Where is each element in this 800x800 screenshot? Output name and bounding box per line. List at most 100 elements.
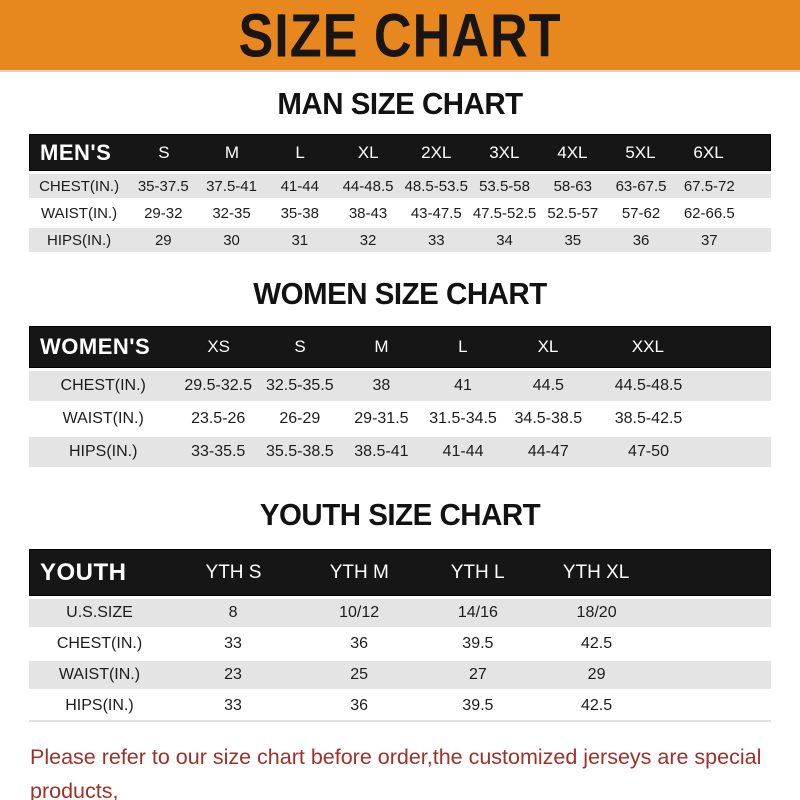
man-waist-value-cell: 43-47.5 bbox=[410, 204, 462, 222]
man-waist-value-cell: 32-35 bbox=[212, 204, 251, 222]
women-table-header-row: WOMEN'S XS S M L XL XXL bbox=[29, 326, 771, 368]
man-chest-value-cell: 44-48.5 bbox=[342, 177, 394, 195]
youth-chest-value-cell: 39.5 bbox=[462, 635, 494, 652]
man-hips-value-cell: 32 bbox=[359, 231, 377, 249]
women-chest-value-cell: 29.5-32.5 bbox=[184, 377, 252, 394]
women-hips-value-cell: 35.5-38.5 bbox=[266, 443, 334, 460]
man-waist-row: WAIST(IN.) 29-32 32-35 35-38 38-43 43-47.5 47… bbox=[29, 201, 771, 225]
women-chest-value-cell: 44.5-48.5 bbox=[614, 377, 683, 394]
youth-chest-value-cell: 33 bbox=[224, 635, 242, 652]
man-chest-value-cell: 35-37.5 bbox=[137, 177, 189, 195]
man-chest-value-cell: 67.5-72 bbox=[683, 177, 735, 195]
youth-waist-value-cell: 29 bbox=[587, 666, 606, 683]
man-waist-value-cell: 38-43 bbox=[348, 204, 388, 222]
man-table-header-row: MEN'S S M L XL 2XL 3XL 4XL 5XL 6XL bbox=[29, 134, 771, 171]
women-size-table: WOMEN'S XS S M L XL XXL CHEST(IN.) 29.5-32.5 3… bbox=[29, 326, 771, 467]
women-hips-row: HIPS(IN.) 33-35.5 35.5-38.5 38.5-41 41-44 44… bbox=[29, 437, 771, 467]
women-waist-value-cell: 34.5-38.5 bbox=[514, 410, 583, 427]
youth-hips-value-cell: 36 bbox=[350, 697, 369, 714]
man-waist-row-label: WAIST(IN.) bbox=[41, 204, 118, 222]
youth-section-title: YOUTH SIZE CHART bbox=[259, 497, 541, 532]
youth-waist-value-cell: 23 bbox=[224, 666, 242, 683]
youth-ussize-value-cell: 10/12 bbox=[339, 604, 380, 621]
women-chest-value-cell: 41 bbox=[454, 377, 472, 394]
man-chest-value-cell: 63-67.5 bbox=[615, 177, 667, 195]
women-chest-row-label: CHEST(IN.) bbox=[60, 377, 146, 394]
youth-chest-value-cell: 42.5 bbox=[581, 635, 613, 652]
youth-size-table: YOUTH YTH S YTH M YTH L YTH XL U.S.SIZE 8 10… bbox=[29, 549, 771, 722]
man-size-column-header: 2XL bbox=[421, 142, 452, 162]
man-hips-value-cell: 33 bbox=[427, 231, 445, 249]
women-waist-value-cell: 26-29 bbox=[279, 410, 321, 427]
youth-ussize-row-label: U.S.SIZE bbox=[66, 604, 133, 621]
women-chest-value-cell: 32.5-35.5 bbox=[266, 377, 334, 394]
youth-waist-value-cell: 27 bbox=[468, 666, 487, 683]
man-hips-value-cell: 35 bbox=[564, 231, 582, 249]
man-chest-value-cell: 48.5-53.5 bbox=[404, 177, 468, 195]
man-hips-value-cell: 30 bbox=[223, 231, 240, 249]
women-size-column-header: XS bbox=[207, 337, 231, 356]
man-waist-value-cell: 62-66.5 bbox=[683, 204, 735, 222]
man-hips-row: HIPS(IN.) 29 30 31 32 33 34 35 36 37 bbox=[29, 228, 771, 252]
man-size-column-header: 4XL bbox=[557, 142, 588, 162]
youth-table-corner-label: YOUTH bbox=[40, 558, 127, 586]
women-size-column-header: M bbox=[374, 337, 389, 356]
women-waist-row-label: WAIST(IN.) bbox=[62, 410, 144, 427]
man-waist-value-cell: 52.5-57 bbox=[547, 204, 599, 222]
man-chest-value-cell: 53.5-58 bbox=[479, 177, 530, 195]
man-size-column-header: 5XL bbox=[625, 142, 656, 162]
women-hips-value-cell: 38.5-41 bbox=[354, 443, 409, 460]
women-size-column-header: XXL bbox=[631, 337, 664, 356]
man-chest-row-label: CHEST(IN.) bbox=[39, 177, 120, 195]
women-waist-value-cell: 29-31.5 bbox=[354, 410, 409, 427]
man-hips-value-cell: 36 bbox=[632, 231, 650, 249]
youth-ussize-value-cell: 8 bbox=[228, 604, 238, 621]
youth-hips-value-cell: 39.5 bbox=[462, 697, 494, 714]
women-hips-value-cell: 44-47 bbox=[527, 443, 569, 460]
women-waist-value-cell: 38.5-42.5 bbox=[614, 410, 683, 427]
man-hips-value-cell: 34 bbox=[496, 231, 513, 249]
youth-size-column-header: YTH L bbox=[450, 561, 505, 583]
man-size-column-header: M bbox=[224, 142, 240, 162]
women-section-title: WOMEN SIZE CHART bbox=[253, 276, 547, 311]
women-waist-row: WAIST(IN.) 23.5-26 26-29 29-31.5 31.5-34.5 3… bbox=[29, 404, 771, 434]
women-table-corner-label: WOMEN'S bbox=[40, 334, 151, 359]
man-chest-value-cell: 37.5-41 bbox=[206, 177, 257, 195]
women-hips-row-label: HIPS(IN.) bbox=[68, 443, 138, 460]
women-waist-value-cell: 31.5-34.5 bbox=[429, 410, 497, 427]
order-policy-note: Please refer to our size chart before or… bbox=[30, 740, 800, 800]
youth-hips-row: HIPS(IN.) 33 36 39.5 42.5 bbox=[29, 692, 771, 720]
youth-ussize-row: U.S.SIZE 8 10/12 14/16 18/20 bbox=[29, 599, 771, 627]
youth-size-column-header: YTH XL bbox=[562, 561, 630, 583]
man-size-column-header: S bbox=[158, 142, 170, 162]
man-hips-value-cell: 29 bbox=[154, 231, 172, 249]
women-chest-row: CHEST(IN.) 29.5-32.5 32.5-35.5 38 41 44.5 44.… bbox=[29, 371, 771, 401]
man-waist-value-cell: 35-38 bbox=[280, 204, 319, 222]
man-hips-value-cell: 31 bbox=[291, 231, 309, 249]
man-waist-value-cell: 29-32 bbox=[144, 204, 183, 222]
man-waist-value-cell: 57-62 bbox=[621, 204, 661, 222]
youth-chest-value-cell: 36 bbox=[350, 635, 369, 652]
man-chest-value-cell: 41-44 bbox=[280, 177, 319, 195]
man-hips-value-cell: 37 bbox=[700, 231, 718, 249]
youth-ussize-value-cell: 14/16 bbox=[457, 604, 498, 621]
women-size-column-header: L bbox=[458, 337, 468, 356]
women-waist-value-cell: 23.5-26 bbox=[191, 410, 246, 427]
man-size-column-header: L bbox=[295, 142, 305, 162]
women-chest-value-cell: 38 bbox=[372, 377, 391, 394]
women-size-column-header: XL bbox=[537, 337, 559, 356]
youth-waist-row-label: WAIST(IN.) bbox=[58, 666, 141, 683]
man-section-title: MAN SIZE CHART bbox=[277, 86, 523, 121]
women-chest-value-cell: 44.5 bbox=[532, 377, 564, 394]
man-chest-row: CHEST(IN.) 35-37.5 37.5-41 41-44 44-48.5 48.… bbox=[29, 174, 771, 198]
banner-title: SIZE CHART bbox=[238, 0, 562, 70]
youth-waist-row: WAIST(IN.) 23 25 27 29 bbox=[29, 661, 771, 689]
women-hips-value-cell: 47-50 bbox=[628, 443, 669, 460]
youth-size-column-header: YTH S bbox=[205, 561, 262, 583]
man-chest-value-cell: 58-63 bbox=[553, 177, 592, 195]
man-size-column-header: 6XL bbox=[693, 142, 724, 162]
youth-chest-row-label: CHEST(IN.) bbox=[56, 635, 143, 652]
man-table-corner-label: MEN'S bbox=[40, 139, 112, 165]
women-hips-value-cell: 33-35.5 bbox=[191, 443, 246, 460]
women-hips-value-cell: 41-44 bbox=[442, 443, 484, 460]
